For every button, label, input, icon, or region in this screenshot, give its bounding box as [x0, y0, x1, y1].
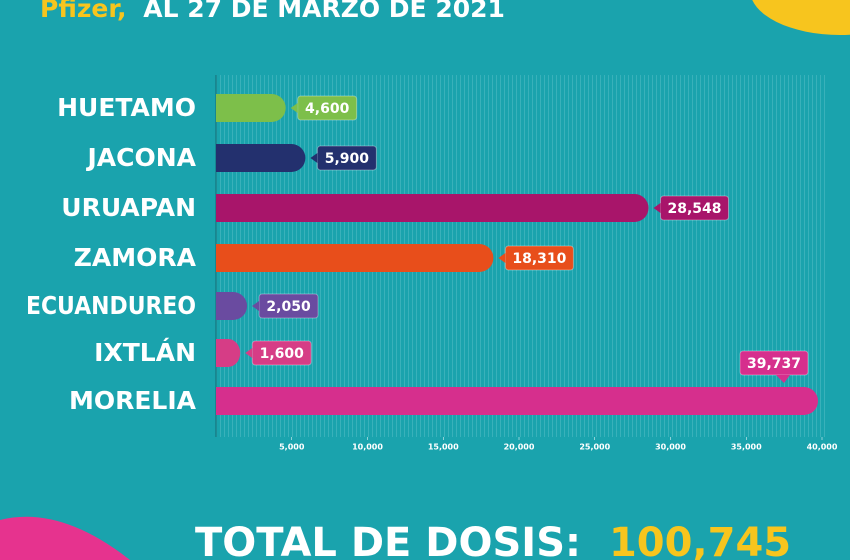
- total-label: TOTAL DE DOSIS:: [195, 520, 581, 560]
- value-label: 2,050: [266, 299, 311, 315]
- y-tick-label: ZAMORA: [74, 243, 197, 272]
- bar: [216, 387, 819, 415]
- bar: [216, 94, 286, 122]
- x-tick-label: 20,000: [504, 443, 535, 452]
- x-tick-label: 10,000: [352, 443, 383, 452]
- total: TOTAL DE DOSIS: 100,745: [195, 520, 791, 560]
- value-label-pointer: [776, 375, 791, 383]
- y-tick-label: MORELIA: [69, 386, 197, 415]
- bar: [216, 244, 494, 272]
- y-tick-label: JACONA: [85, 143, 196, 172]
- value-label-pointer: [290, 103, 298, 113]
- value-label: 18,310: [512, 251, 566, 267]
- value-label-pointer: [245, 348, 253, 358]
- y-tick-label: URUAPAN: [61, 193, 196, 222]
- value-label: 1,600: [260, 346, 305, 362]
- title-text: AL 27 DE MARZO DE 2021: [143, 0, 505, 23]
- y-tick-label: HUETAMO: [57, 93, 196, 122]
- value-label-pointer: [252, 301, 260, 311]
- decoration: [752, 0, 850, 35]
- bar: [216, 292, 248, 320]
- y-tick-label: IXTLÁN: [94, 338, 196, 367]
- x-tick-label: 40,000: [807, 443, 838, 452]
- value-label-pointer: [310, 153, 318, 163]
- y-tick-label: ECUANDUREO: [26, 291, 196, 320]
- value-label-pointer: [498, 253, 506, 263]
- title-highlight: Pfizer,: [40, 0, 127, 23]
- value-label: 4,600: [305, 101, 350, 117]
- value-label: 5,900: [325, 151, 370, 167]
- value-label: 39,737: [747, 356, 801, 372]
- x-tick-label: 25,000: [579, 443, 610, 452]
- bar: [216, 194, 649, 222]
- x-tick-label: 30,000: [655, 443, 686, 452]
- bar: [216, 339, 241, 367]
- x-tick-label: 35,000: [731, 443, 762, 452]
- chart-title: Pfizer, AL 27 DE MARZO DE 2021: [40, 0, 505, 23]
- value-label: 28,548: [667, 201, 721, 217]
- total-value: 100,745: [609, 520, 791, 560]
- value-label-box: [739, 350, 809, 376]
- bar: [216, 144, 306, 172]
- decoration: [0, 516, 130, 560]
- x-tick-label: 5,000: [279, 443, 305, 452]
- x-tick-label: 15,000: [428, 443, 459, 452]
- value-label-pointer: [653, 203, 661, 213]
